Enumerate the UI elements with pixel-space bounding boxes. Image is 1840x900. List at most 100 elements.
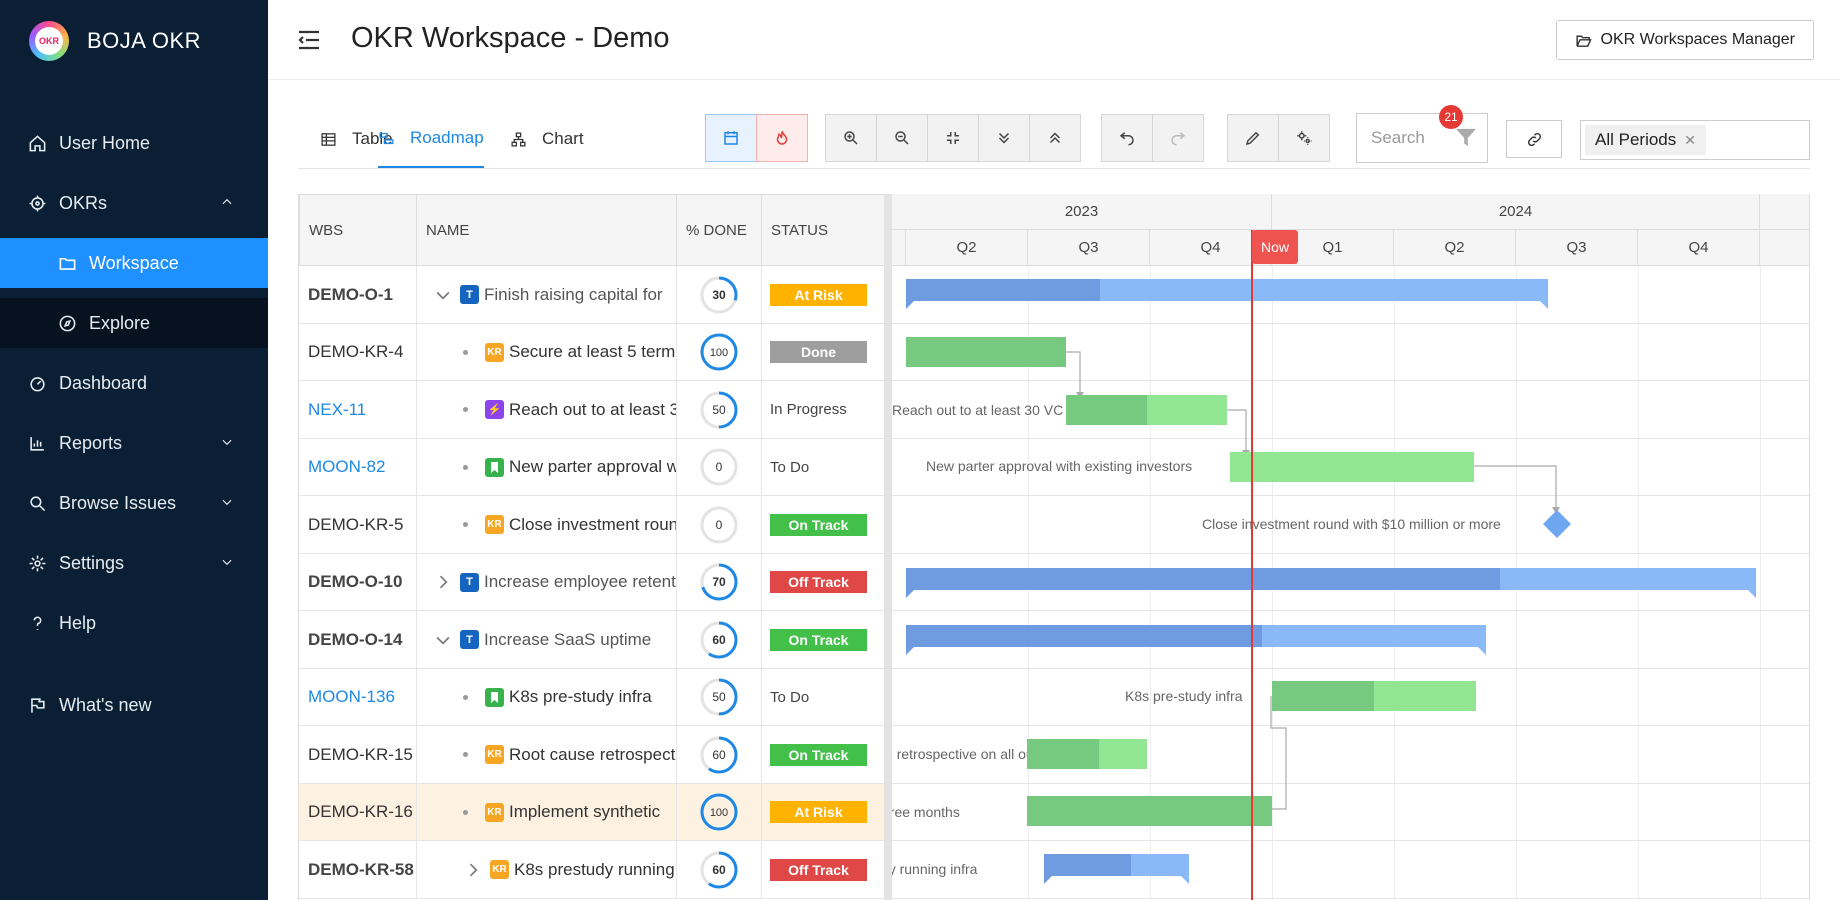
gantt-bar[interactable] [1262, 625, 1486, 647]
sidebar-item-okrs[interactable]: OKRs [0, 178, 268, 228]
name-cell[interactable]: ⚡ Reach out to at least 30 [417, 381, 677, 439]
name-cell[interactable]: New parter approval with [417, 438, 677, 496]
table-row[interactable]: DEMO-KR-5 KR Close investment round 0 On Tra… [299, 496, 891, 554]
chevron-right-icon[interactable] [463, 860, 483, 880]
name-cell[interactable]: T Increase SaaS uptime [417, 611, 677, 669]
fit-to-screen-button[interactable] [927, 114, 979, 162]
burndown-button[interactable] [756, 114, 808, 162]
gantt-bar[interactable] [1500, 568, 1756, 590]
sidebar-item-reports[interactable]: Reports [0, 418, 268, 468]
column-header-status[interactable]: STATUS [762, 194, 891, 266]
name-cell[interactable]: KR Close investment round [417, 496, 677, 554]
period-select[interactable]: All Periods ✕ [1580, 120, 1810, 160]
brand-logo-icon: OKR [29, 21, 69, 61]
name-cell[interactable]: K8s pre-study infra [417, 668, 677, 726]
gantt-bar-progress[interactable] [906, 568, 1500, 590]
gantt-bar-progress[interactable] [1027, 739, 1099, 769]
column-header-wbs[interactable]: WBS [299, 194, 417, 266]
gantt-bar[interactable] [906, 337, 1066, 367]
workspaces-manager-button[interactable]: OKR Workspaces Manager [1555, 20, 1814, 60]
wbs-cell[interactable]: MOON-136 [299, 668, 417, 726]
chevron-down-icon[interactable] [433, 285, 453, 305]
status-cell[interactable]: Off Track [762, 841, 887, 899]
pane-splitter[interactable] [884, 194, 892, 900]
sidebar-item-workspace[interactable]: Workspace [0, 238, 268, 288]
gantt-bar-progress[interactable] [906, 279, 1100, 301]
filter-icon[interactable] [1455, 128, 1477, 148]
table-row[interactable]: DEMO-O-1 T Finish raising capital for 30 At … [299, 266, 891, 324]
tab-table[interactable]: Table [320, 110, 393, 168]
gantt-bar[interactable] [1230, 452, 1474, 482]
chevron-right-icon[interactable] [433, 572, 453, 592]
chevron-down-icon[interactable] [433, 630, 453, 650]
zoom-in-button[interactable] [825, 114, 877, 162]
expand-all-button[interactable] [978, 114, 1030, 162]
gantt-bar[interactable] [1099, 739, 1147, 769]
sidebar-item-dashboard[interactable]: Dashboard [0, 358, 268, 408]
column-header-pct-done[interactable]: % DONE [677, 194, 762, 266]
calendar-view-button[interactable] [705, 114, 757, 162]
tab-roadmap[interactable]: Roadmap [378, 110, 484, 168]
sidebar-item-user-home[interactable]: User Home [0, 118, 268, 168]
gantt-bar-progress[interactable] [1066, 395, 1147, 425]
share-link-button[interactable] [1506, 120, 1562, 158]
name-cell[interactable]: KR Implement synthetic [417, 783, 677, 841]
column-header-name[interactable]: NAME [417, 194, 677, 266]
status-cell[interactable]: On Track [762, 611, 887, 669]
sidebar-item-help[interactable]: Help [0, 598, 268, 648]
brand[interactable]: OKR BOJA OKR [29, 21, 201, 61]
gantt-bar-label: Reach out to at least 30 VC firms [892, 402, 1098, 418]
redo-button[interactable] [1152, 114, 1204, 162]
gantt-bar-progress[interactable] [1044, 854, 1131, 876]
status-cell[interactable]: On Track [762, 726, 887, 784]
wbs-cell[interactable]: MOON-82 [299, 438, 417, 496]
gantt-bar-progress[interactable] [906, 625, 1262, 647]
status-cell[interactable]: To Do [762, 438, 887, 496]
gantt-bar[interactable] [1100, 279, 1548, 301]
tab-chart[interactable]: Chart [510, 110, 584, 168]
search-input[interactable]: Search [1356, 113, 1488, 163]
sidebar-item-whats-new[interactable]: What's new [0, 680, 268, 730]
name-cell[interactable]: T Finish raising capital for [417, 266, 677, 324]
status-cell[interactable]: In Progress [762, 381, 887, 439]
gantt-bar-progress[interactable] [1272, 681, 1374, 711]
gantt-bar[interactable] [1131, 854, 1189, 876]
name-cell[interactable]: KR Secure at least 5 term [417, 323, 677, 381]
collapse-all-button[interactable] [1029, 114, 1081, 162]
wbs-cell: DEMO-KR-16 [299, 783, 417, 841]
edit-button[interactable] [1227, 114, 1279, 162]
zoom-out-button[interactable] [876, 114, 928, 162]
gantt-bar[interactable] [1374, 681, 1476, 711]
gantt-bar[interactable] [1147, 395, 1227, 425]
close-icon[interactable]: ✕ [1684, 131, 1696, 148]
status-cell[interactable]: At Risk [762, 783, 887, 841]
status-cell[interactable]: On Track [762, 496, 887, 554]
sidebar-item-browse-issues[interactable]: Browse Issues [0, 478, 268, 528]
status-cell[interactable]: At Risk [762, 266, 887, 324]
milestone-diamond[interactable] [1542, 509, 1572, 539]
status-cell[interactable]: Off Track [762, 553, 887, 611]
sidebar-item-settings[interactable]: Settings [0, 538, 268, 588]
menu-collapse-icon[interactable] [296, 28, 322, 52]
table-row[interactable]: NEX-11 ⚡ Reach out to at least 30 50 In Prog… [299, 381, 891, 439]
pencil-icon [1245, 131, 1260, 146]
status-cell[interactable]: To Do [762, 668, 887, 726]
sidebar-item-explore[interactable]: Explore [0, 298, 268, 348]
table-row[interactable]: MOON-82 New parter approval with 0 To Do [299, 438, 891, 496]
table-row[interactable]: DEMO-KR-16 KR Implement synthetic 100 At Ris… [299, 783, 891, 841]
pct-done-cell: 30 [677, 266, 762, 324]
table-row[interactable]: MOON-136 K8s pre-study infra 50 To Do [299, 668, 891, 726]
gantt-bar[interactable] [1027, 796, 1272, 826]
table-row[interactable]: DEMO-KR-4 KR Secure at least 5 term 100 Done [299, 323, 891, 381]
status-cell[interactable]: Done [762, 323, 887, 381]
settings-button[interactable] [1278, 114, 1330, 162]
undo-button[interactable] [1101, 114, 1153, 162]
table-row[interactable]: DEMO-O-14 T Increase SaaS uptime 60 On Track [299, 611, 891, 669]
wbs-cell[interactable]: NEX-11 [299, 381, 417, 439]
